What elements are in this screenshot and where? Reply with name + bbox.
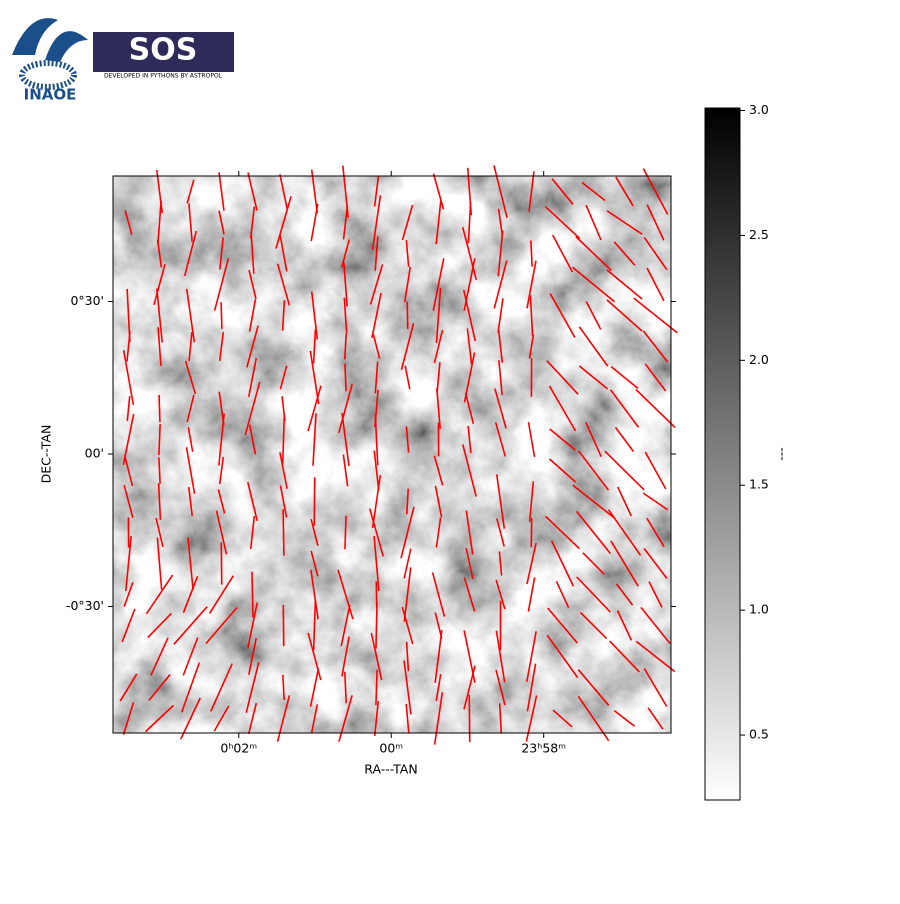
x-axis-label: RA---TAN (364, 762, 417, 777)
colorbar-tick-label: 3.0 (749, 102, 769, 117)
colorbar-tick-label: 2.5 (749, 227, 769, 242)
vector (345, 516, 346, 549)
vector (252, 572, 253, 618)
colorbar-tick-label: 2.0 (749, 352, 769, 367)
x-tick-label: 23ʰ58ᵐ (521, 741, 566, 756)
colorbar-tick-label: 0.5 (749, 727, 769, 742)
institute-name: INAOE (24, 86, 77, 104)
y-tick-label: 00' (85, 445, 104, 460)
vector (159, 395, 160, 422)
y-axis-label: DEC--TAN (39, 425, 54, 484)
vector (376, 602, 377, 648)
tagline: DEVELOPED IN PYTHONS BY ASTROPOL (104, 73, 223, 80)
colorbar-label: --- (774, 447, 789, 461)
colorbar-tick-label: 1.0 (749, 602, 769, 617)
vector (345, 364, 346, 392)
product-name: SOS (129, 33, 198, 68)
logo: INAOE SOS DEVELOPED IN PYTHONS BY ASTROP… (12, 18, 234, 103)
vector (221, 542, 222, 584)
x-tick-label: 0ʰ02ᵐ (220, 741, 257, 756)
colorbar (705, 108, 740, 800)
vector (221, 302, 222, 329)
intensity-map (113, 176, 671, 733)
y-tick-label: -0°30' (66, 598, 104, 613)
colorbar-tick-label: 1.5 (749, 477, 769, 492)
y-tick-label: 0°30' (70, 293, 104, 308)
vector (283, 509, 284, 555)
x-tick-label: 00ᵐ (379, 741, 403, 756)
